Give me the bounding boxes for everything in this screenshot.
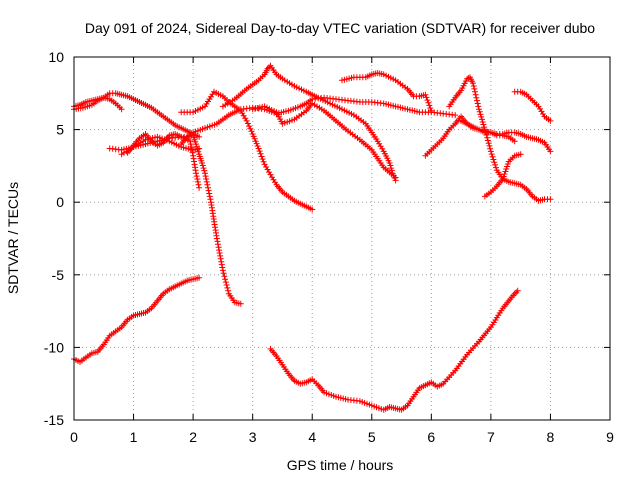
x-tick-label: 3	[249, 429, 257, 445]
y-tick-label: -15	[44, 412, 64, 428]
x-tick-label: 1	[130, 429, 138, 445]
data-series-arc-10	[249, 100, 399, 181]
x-tick-label: 4	[308, 429, 316, 445]
grid-lines	[74, 57, 610, 420]
x-axis-title: GPS time / hours	[287, 457, 394, 473]
plot-frame	[73, 56, 611, 421]
x-tick-label: 8	[547, 429, 555, 445]
y-tick-label: 0	[56, 194, 64, 210]
data-series-arc-14	[446, 74, 554, 204]
series-markers	[267, 287, 521, 413]
data-series-arc-8	[178, 88, 316, 213]
data-series-arc-12	[339, 70, 435, 114]
y-tick-label: 10	[48, 49, 64, 65]
chart-title: Day 091 of 2024, Sidereal Day-to-day VTE…	[85, 20, 595, 36]
x-tick-labels: 0 1 2 3 4 5 6 7 8 9	[70, 429, 614, 445]
data-series-arc-11	[267, 287, 521, 413]
y-tick-label: -10	[44, 339, 64, 355]
data-series-arc-17	[511, 88, 554, 124]
series-markers	[178, 88, 316, 213]
y-axis-title: SDTVAR / TECUs	[5, 182, 21, 294]
data-series-arc-9	[219, 62, 399, 184]
x-tick-label: 0	[70, 429, 78, 445]
series-markers	[481, 151, 524, 200]
series-markers	[249, 100, 399, 181]
x-tick-label: 9	[606, 429, 614, 445]
series-layer	[71, 62, 554, 413]
series-markers	[511, 88, 554, 124]
series-markers	[458, 117, 518, 145]
x-tick-label: 7	[487, 429, 495, 445]
y-tick-labels: -15 -10 -5 0 5 10	[44, 49, 64, 428]
y-tick-label: -5	[52, 267, 65, 283]
axis-ticks	[73, 56, 611, 421]
x-tick-label: 2	[189, 429, 197, 445]
series-markers	[219, 62, 399, 184]
x-tick-label: 6	[427, 429, 435, 445]
y-tick-label: 5	[56, 122, 64, 138]
x-tick-label: 5	[368, 429, 376, 445]
data-series-arc-16	[458, 117, 518, 145]
data-series-arc-15	[481, 151, 524, 200]
series-markers	[339, 70, 435, 114]
